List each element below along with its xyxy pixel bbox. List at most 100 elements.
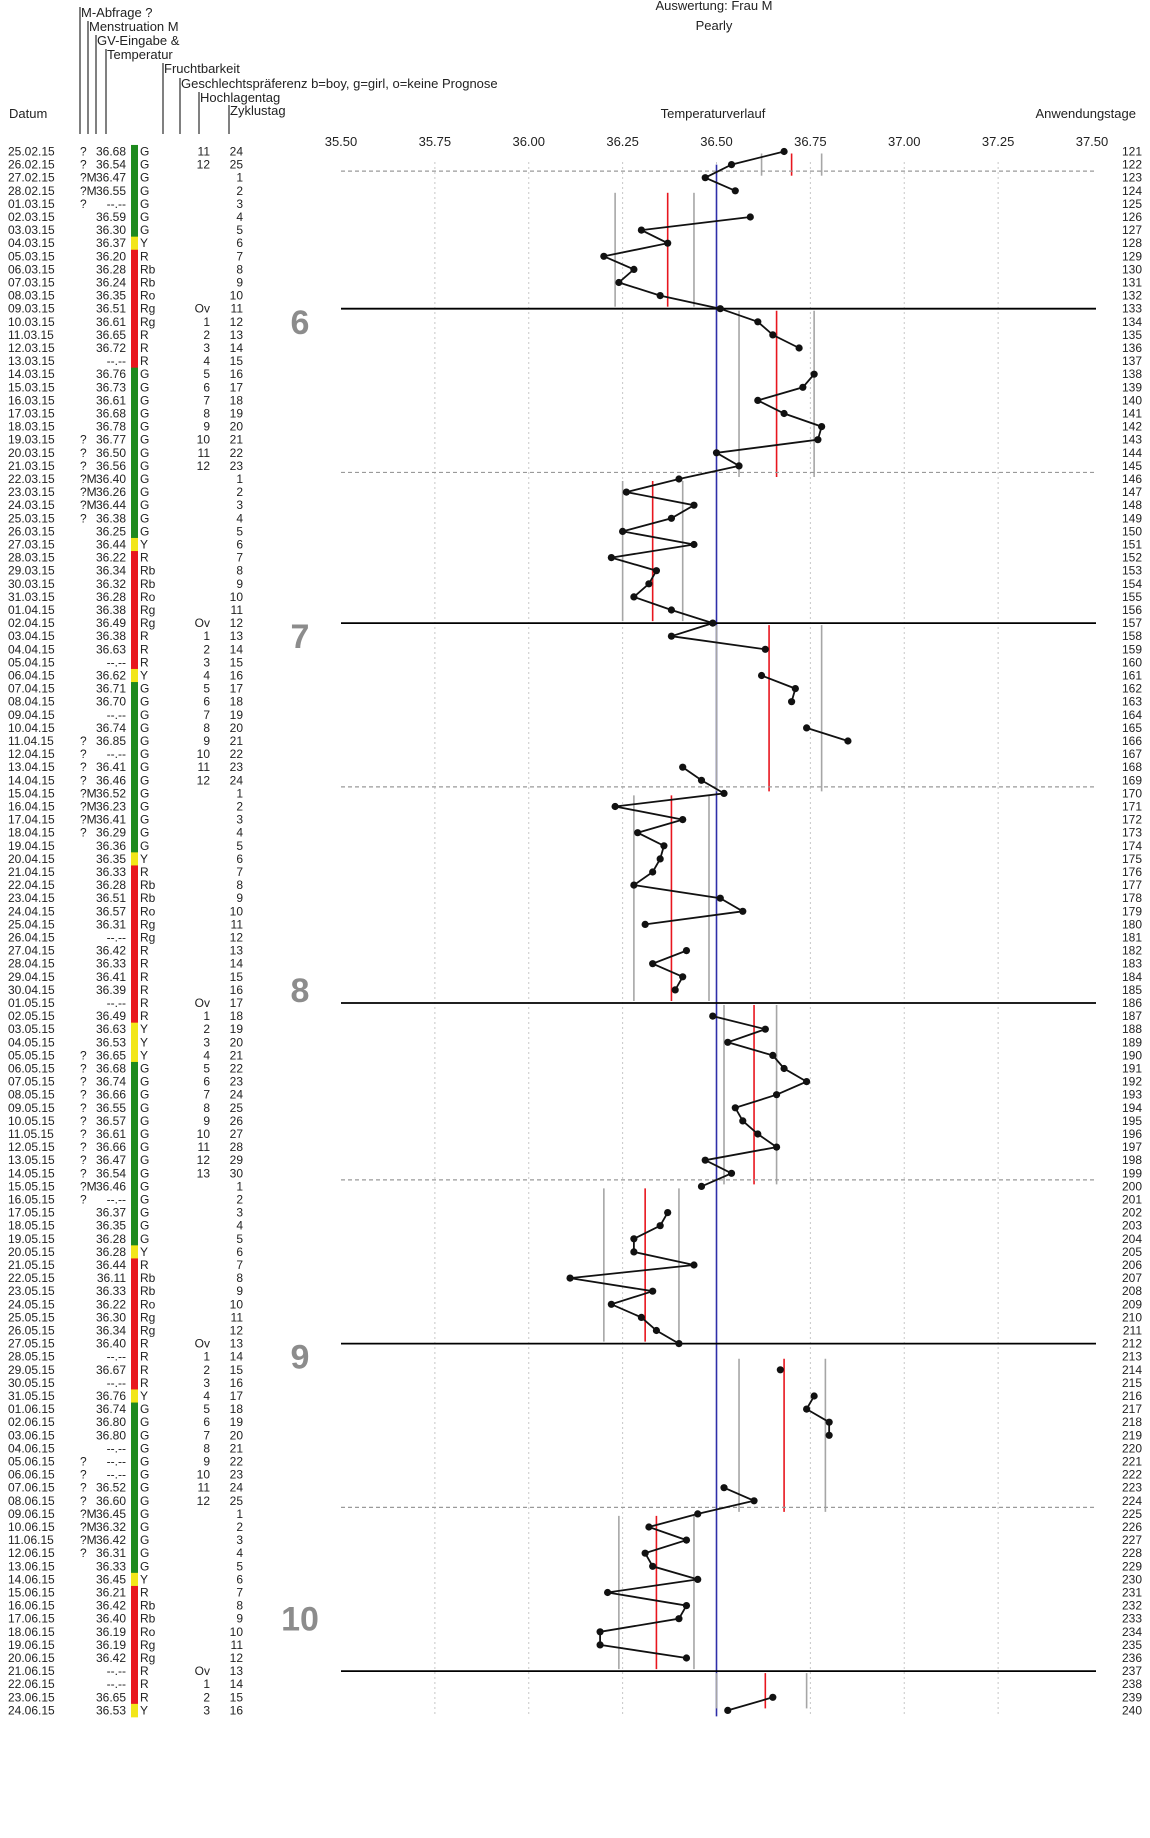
- fertility-bar: [131, 1101, 138, 1115]
- row-zyklustag: 1: [236, 786, 243, 800]
- row-zyklustag: 1: [236, 1507, 243, 1521]
- row-hochlagentag: 1: [203, 1350, 210, 1364]
- row-zyklustag: 24: [230, 1088, 244, 1102]
- row-temperature: --.--: [107, 996, 126, 1010]
- row-temperature: 36.66: [96, 1088, 126, 1102]
- row-temperature: 36.53: [96, 1035, 126, 1049]
- row-date: 03.04.15: [8, 629, 55, 643]
- fertility-bar: [131, 1061, 138, 1076]
- row-date: 19.04.15: [8, 839, 55, 853]
- row-fertility: G: [140, 1193, 149, 1207]
- row-anwendungstag: 206: [1122, 1258, 1142, 1272]
- row-date: 25.05.15: [8, 1310, 55, 1324]
- row-zyklustag: 5: [236, 839, 243, 853]
- row-anwendungstag: 204: [1122, 1232, 1142, 1246]
- temperature-point: [660, 842, 668, 850]
- row-date: 12.03.15: [8, 341, 55, 355]
- row-m-query: ?: [80, 1166, 87, 1180]
- row-fertility: Y: [140, 669, 148, 683]
- row-temperature: 36.55: [96, 1101, 126, 1115]
- row-temperature: 36.72: [96, 341, 126, 355]
- row-temperature: 36.28: [96, 878, 126, 892]
- row-temperature: 36.74: [96, 1075, 126, 1089]
- temperature-point: [566, 1274, 574, 1282]
- row-zyklustag: 26: [230, 1114, 244, 1128]
- temperature-point: [825, 1418, 833, 1426]
- row-anwendungstag: 218: [1122, 1415, 1142, 1429]
- row-hochlagentag: 3: [203, 341, 210, 355]
- row-zyklustag: 4: [236, 1219, 243, 1233]
- row-zyklustag: 8: [236, 1599, 243, 1613]
- row-date: 24.06.15: [8, 1703, 55, 1717]
- row-date: 13.06.15: [8, 1559, 55, 1573]
- fertility-bar: [131, 249, 138, 264]
- fertility-bar: [131, 799, 138, 814]
- row-zyklustag: 23: [230, 1075, 244, 1089]
- table-row: 17.06.15 36.40 Rb 9 233: [8, 1612, 1142, 1626]
- row-anwendungstag: 231: [1122, 1586, 1142, 1600]
- row-zyklustag: 10: [230, 289, 244, 303]
- row-date: 16.06.15: [8, 1599, 55, 1613]
- row-hochlagentag: 8: [203, 721, 210, 735]
- row-hochlagentag: 7: [203, 1088, 210, 1102]
- row-fertility: G: [140, 800, 149, 814]
- temperature-point: [671, 986, 679, 994]
- temperature-point: [727, 161, 736, 169]
- row-fertility: G: [140, 1101, 149, 1115]
- row-date: 19.05.15: [8, 1232, 55, 1246]
- row-fertility: G: [140, 433, 149, 447]
- row-anwendungstag: 208: [1122, 1284, 1142, 1298]
- temperature-segment: [806, 727, 849, 742]
- fertility-bar: [131, 472, 138, 486]
- temperature-point: [675, 1615, 683, 1623]
- row-zyklustag: 2: [236, 485, 243, 499]
- row-anwendungstag: 180: [1122, 917, 1142, 931]
- row-zyklustag: 12: [230, 931, 244, 945]
- row-temperature: 36.23: [96, 800, 126, 814]
- row-hochlagentag: 11: [198, 1140, 211, 1154]
- fertility-bar: [131, 498, 138, 513]
- fertility-bar: [131, 590, 138, 604]
- fertility-bar: [131, 865, 138, 879]
- temperature-point: [818, 423, 826, 431]
- row-fertility: R: [140, 1258, 149, 1272]
- row-temperature: --.--: [107, 708, 126, 722]
- row-temperature: 36.28: [96, 1232, 126, 1246]
- table-row: 13.04.15? 36.41 G 11 23 168: [8, 760, 1142, 774]
- row-temperature: --.--: [107, 655, 126, 669]
- row-date: 26.03.15: [8, 524, 55, 538]
- fertility-bar: [131, 1219, 138, 1233]
- row-date: 10.03.15: [8, 315, 55, 329]
- row-temperature: 36.66: [96, 1140, 126, 1154]
- table-row: 22.04.15 36.28 Rb 8 177: [8, 878, 1142, 892]
- fertility-bar: [131, 917, 138, 932]
- temperature-point: [664, 239, 672, 247]
- row-fertility: G: [140, 1455, 149, 1469]
- table-row: 26.05.15 36.34 Rg 12 211: [8, 1324, 1142, 1338]
- row-anwendungstag: 133: [1122, 302, 1142, 316]
- row-anwendungstag: 159: [1122, 642, 1142, 656]
- row-anwendungstag: 214: [1122, 1363, 1142, 1377]
- table-row: 22.03.15 ?M 36.40 G 1 146: [8, 472, 1142, 486]
- row-hochlagentag: 9: [203, 734, 210, 748]
- row-zyklustag: 18: [230, 695, 244, 709]
- fertility-bar: [131, 839, 138, 853]
- row-date: 26.04.15: [8, 931, 55, 945]
- row-temperature: 36.57: [96, 904, 126, 918]
- temperature-point: [649, 960, 657, 968]
- table-row: 28.03.15 36.22 R 7 152: [8, 551, 1142, 565]
- table-row: 23.06.15 36.65 R 2 15 239: [8, 1690, 1142, 1704]
- row-temperature: --.--: [107, 747, 126, 761]
- row-fertility: Rg: [140, 917, 155, 931]
- fertility-bar: [131, 970, 138, 984]
- row-fertility: Y: [140, 1389, 148, 1403]
- row-hochlagentag: 9: [203, 420, 210, 434]
- row-zyklustag: 3: [236, 1206, 243, 1220]
- row-anwendungstag: 205: [1122, 1245, 1142, 1259]
- row-temperature: 36.65: [96, 1690, 126, 1704]
- row-hochlagentag: 8: [203, 1101, 210, 1115]
- fertility-bar: [131, 459, 138, 473]
- temperature-segment: [701, 1015, 809, 1188]
- table-row: 01.05.15 --.-- R Ov 17 186: [8, 996, 1142, 1010]
- row-date: 04.03.15: [8, 236, 55, 250]
